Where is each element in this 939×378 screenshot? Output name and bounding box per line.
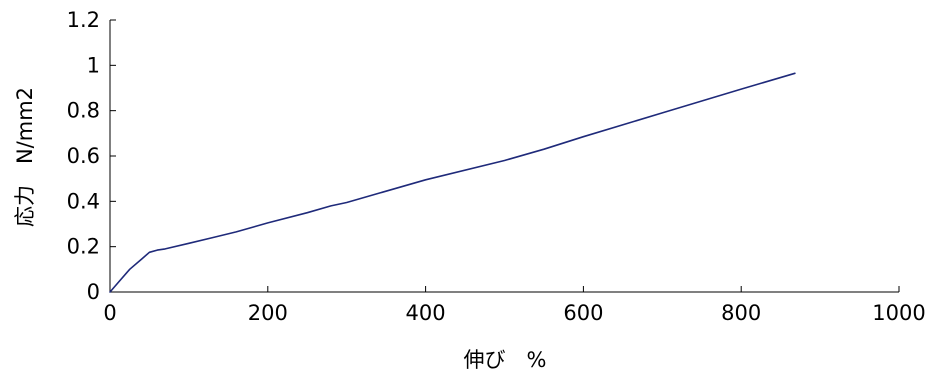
series [109, 72, 796, 293]
y-tick-label: 0.8 [67, 99, 100, 123]
y-tick-label: 0.2 [67, 235, 100, 259]
series-line [109, 72, 796, 293]
y-tick-label: 1 [87, 53, 100, 77]
x-tick-label: 200 [248, 301, 288, 325]
x-tick-label: 400 [406, 301, 446, 325]
y-tick-label: 0.6 [67, 144, 100, 168]
axes [109, 20, 899, 293]
x-tick-label: 0 [103, 301, 116, 325]
ticks: 0 0.2 0.4 0.6 0.8 1 1.2 0 200 400 600 800 1000 [67, 8, 926, 325]
x-tick-label: 800 [721, 301, 761, 325]
y-tick-label: 1.2 [67, 8, 100, 32]
y-axis-label: 応力 N/mm2 [13, 87, 37, 227]
x-axis-label: 伸び % [464, 348, 547, 372]
x-tick-label: 600 [563, 301, 603, 325]
x-tick-label: 1000 [872, 301, 925, 325]
y-tick-label: 0 [87, 280, 100, 304]
y-tick-label: 0.4 [67, 189, 100, 213]
